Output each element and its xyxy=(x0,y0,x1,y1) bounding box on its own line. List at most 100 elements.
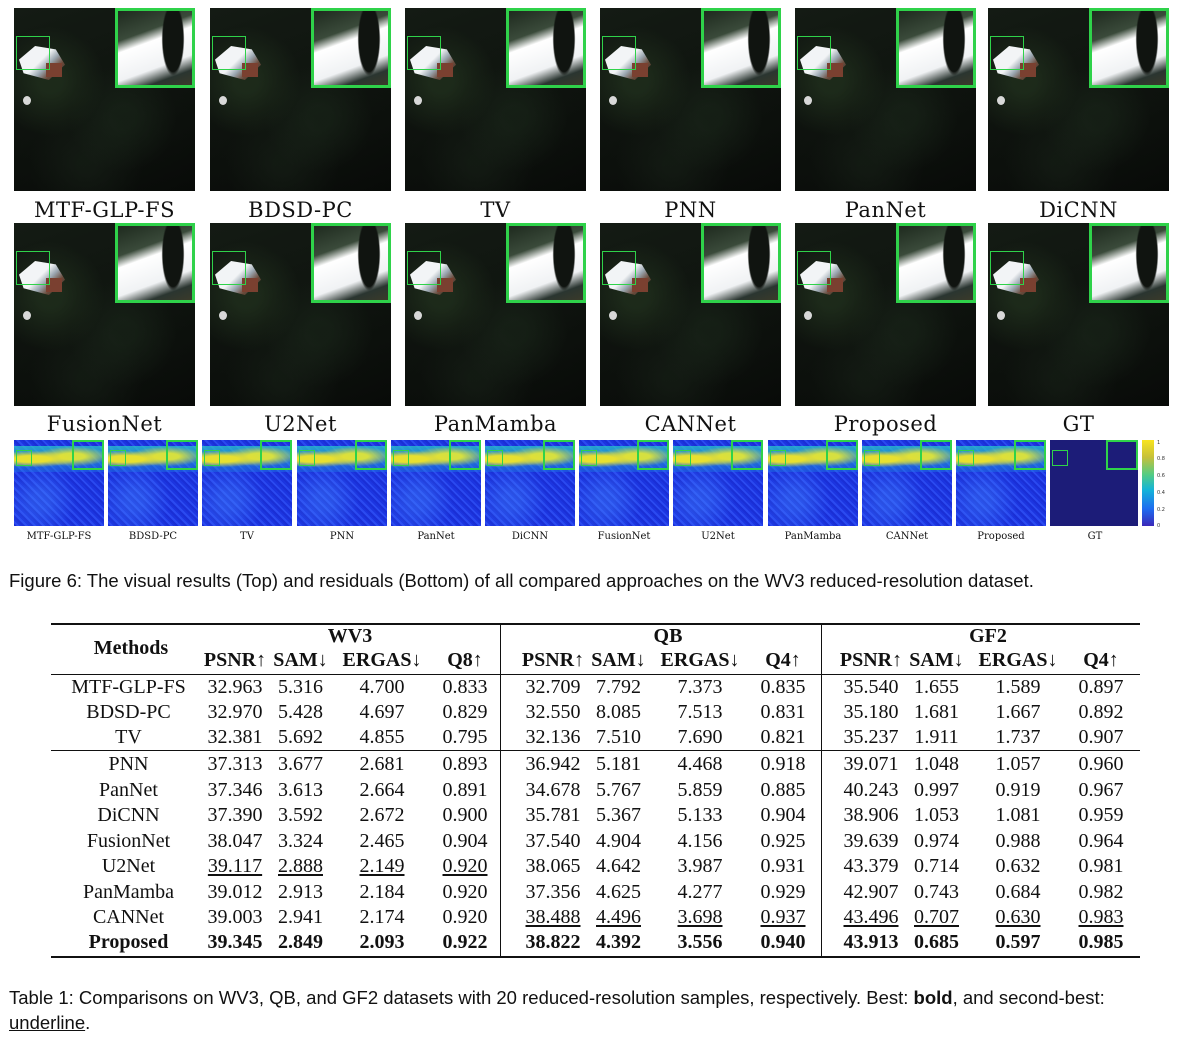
metric-value: 2.149 xyxy=(359,855,405,877)
zoom-region-box xyxy=(16,251,50,285)
metric-value: 5.767 xyxy=(596,779,641,801)
metric-value: 35.180 xyxy=(843,701,899,723)
metric-value: 36.942 xyxy=(525,753,581,775)
metric-value: 37.356 xyxy=(525,881,581,903)
residual-cell: PNN xyxy=(297,440,387,542)
metric-value: 7.510 xyxy=(596,726,641,748)
residual-image xyxy=(202,440,292,526)
visual-result-image xyxy=(795,8,976,191)
metric-value: 1.057 xyxy=(995,753,1041,775)
metric-value: 0.959 xyxy=(1078,804,1124,826)
metric-value: 3.677 xyxy=(278,753,323,775)
zoom-inset xyxy=(896,223,976,303)
metric-value: 5.367 xyxy=(596,804,641,826)
visual-result-cell: U2Net xyxy=(210,8,391,440)
zoom-region-box xyxy=(602,36,636,70)
zoom-inset xyxy=(701,223,781,303)
residual-label: GT xyxy=(1087,531,1103,542)
visual-result-label: PNN xyxy=(664,198,717,222)
colorbar-tick-label: 0.4 xyxy=(1157,490,1165,496)
zoom-region-box xyxy=(407,251,441,285)
metric-value: 0.918 xyxy=(760,753,806,775)
visual-result-image xyxy=(405,223,586,406)
metric-header: ERGAS↓ xyxy=(660,649,740,671)
metric-value: 8.085 xyxy=(596,701,641,723)
metric-value: 35.237 xyxy=(843,726,899,748)
methods-header: Methods xyxy=(93,637,169,659)
residual-image xyxy=(14,440,104,526)
residual-image xyxy=(1050,440,1138,526)
metric-value: 4.156 xyxy=(677,830,723,852)
metric-value: 35.540 xyxy=(843,676,899,698)
table-caption: Table 1: Comparisons on WV3, QB, and GF2… xyxy=(9,985,1184,1035)
visual-result-label: GT xyxy=(1062,412,1095,436)
metric-value: 2.672 xyxy=(359,804,405,826)
table-caption-suffix: . xyxy=(85,1012,91,1033)
metric-value: 5.692 xyxy=(278,726,323,748)
colorbar-tick-label: 1 xyxy=(1157,440,1161,446)
metric-value: 1.681 xyxy=(914,701,959,723)
zoom-region-box xyxy=(602,251,636,285)
method-name: CANNet xyxy=(92,906,165,928)
residual-label: MTF-GLP-FS xyxy=(26,531,92,542)
metric-value: 0.707 xyxy=(914,906,959,928)
table-caption-prefix: Table 1: Comparisons on WV3, QB, and GF2… xyxy=(9,987,914,1008)
metric-value: 0.885 xyxy=(760,779,806,801)
residual-cell: PanMamba xyxy=(768,440,858,542)
visual-result-label: MTF-GLP-FS xyxy=(34,198,175,222)
metric-header: Q4↑ xyxy=(1083,649,1119,671)
metric-value: 37.346 xyxy=(207,779,263,801)
metric-value: 2.888 xyxy=(278,855,323,877)
residual-image xyxy=(862,440,952,526)
method-name: BDSD-PC xyxy=(86,701,171,723)
visual-result-label: Proposed xyxy=(833,412,938,436)
visual-results-grid: MTF-GLP-FS BDSD-PC TV PNN PanNet DiCNN FusionN… xyxy=(14,8,1176,440)
zoom-region-box xyxy=(212,36,246,70)
metric-value: 35.781 xyxy=(525,804,581,826)
metric-header: PSNR↑ xyxy=(521,649,585,671)
metric-value: 43.496 xyxy=(843,906,899,928)
residual-label: U2Net xyxy=(701,531,735,542)
dataset-group-header: QB xyxy=(653,625,683,647)
visual-result-label: FusionNet xyxy=(46,412,163,436)
residual-label: DiCNN xyxy=(511,531,549,542)
metric-value: 0.925 xyxy=(760,830,806,852)
residual-image xyxy=(108,440,198,526)
metric-value: 32.970 xyxy=(207,701,263,723)
metric-value: 2.664 xyxy=(359,779,405,801)
metric-value: 40.243 xyxy=(843,779,899,801)
table-caption-bold-word: bold xyxy=(913,987,953,1008)
metric-value: 32.709 xyxy=(525,676,581,698)
metric-value: 0.835 xyxy=(760,676,806,698)
residual-cell: PanNet xyxy=(391,440,481,542)
colorbar-tick-label: 0.8 xyxy=(1157,456,1165,462)
metric-value: 2.465 xyxy=(359,830,405,852)
metric-value: 0.829 xyxy=(442,701,488,723)
metric-value: 5.859 xyxy=(677,779,723,801)
metric-value: 4.642 xyxy=(596,855,641,877)
metric-value: 0.983 xyxy=(1078,906,1124,928)
metric-value: 38.065 xyxy=(525,855,581,877)
metric-value: 0.892 xyxy=(1078,701,1124,723)
metric-header: PSNR↑ xyxy=(203,649,267,671)
zoom-region-box xyxy=(407,36,441,70)
colorbar-tick-label: 0.6 xyxy=(1157,473,1165,479)
zoom-region-box xyxy=(16,36,50,70)
residual-image xyxy=(956,440,1046,526)
metric-value: 5.428 xyxy=(278,701,323,723)
residual-cell: FusionNet xyxy=(579,440,669,542)
colorbar-tick-label: 0.2 xyxy=(1157,507,1165,513)
visual-result-cell: PanMamba xyxy=(405,8,586,440)
comparison-table: Methods WV3 PSNR↑ SAM↓ ERGAS↓ Q8↑ QB PSNR↑ SAM↓ E… xyxy=(51,623,1140,959)
visual-result-label: PanNet xyxy=(844,198,927,222)
visual-result-image xyxy=(988,8,1169,191)
metric-header: PSNR↑ xyxy=(839,649,903,671)
metric-value: 39.345 xyxy=(207,931,263,953)
visual-result-image xyxy=(210,223,391,406)
metric-value: 1.655 xyxy=(914,676,959,698)
residual-label: PanNet xyxy=(417,531,455,542)
metric-value: 2.184 xyxy=(359,881,405,903)
metric-value: 0.929 xyxy=(760,881,806,903)
residual-cell: MTF-GLP-FS xyxy=(14,440,104,542)
method-name: U2Net xyxy=(101,855,156,877)
